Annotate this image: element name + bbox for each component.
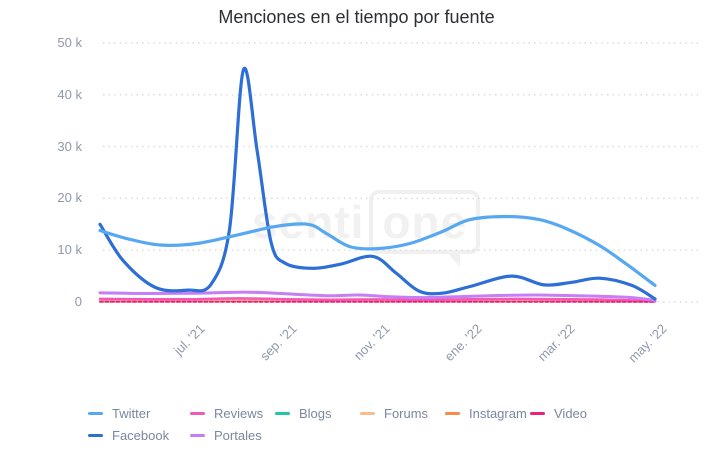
- legend-column: Instagram: [445, 406, 527, 421]
- series-line-reviews: [98, 297, 657, 303]
- legend-item-instagram[interactable]: Instagram: [445, 406, 527, 421]
- legend-column: Reviews Portales: [190, 406, 263, 443]
- page-title: Menciones en el tiempo por fuente: [218, 7, 495, 27]
- legend-color-dash-icon: [275, 412, 290, 415]
- legend-item-label: Portales: [214, 428, 262, 443]
- legend-color-dash-icon: [360, 412, 375, 415]
- legend-column: Blogs: [275, 406, 332, 421]
- series-line-facebook: [98, 66, 657, 301]
- legend-color-dash-icon: [530, 412, 545, 415]
- legend-color-dash-icon: [88, 434, 103, 437]
- legend-item-label: Forums: [384, 406, 429, 421]
- legend-item-label: Facebook: [112, 428, 170, 443]
- legend-item-facebook[interactable]: Facebook: [88, 428, 169, 443]
- series-line-twitter: [98, 214, 657, 287]
- legend-color-dash-icon: [190, 412, 205, 415]
- legend-column: Twitter Facebook: [88, 406, 169, 443]
- legend-column: Forums: [360, 406, 428, 421]
- legend-item-label: Instagram: [469, 406, 527, 421]
- legend-item-portales[interactable]: Portales: [190, 428, 263, 443]
- legend-item-label: Twitter: [112, 406, 151, 421]
- legend-color-dash-icon: [88, 412, 103, 415]
- legend-item-label: Reviews: [214, 406, 264, 421]
- legend-item-label: Video: [554, 406, 588, 421]
- watermark-bubble-tail: [445, 250, 461, 267]
- legend-item-twitter[interactable]: Twitter: [88, 406, 169, 421]
- legend-color-dash-icon: [445, 412, 460, 415]
- legend-item-blogs[interactable]: Blogs: [275, 406, 332, 421]
- legend-item-reviews[interactable]: Reviews: [190, 406, 263, 421]
- legend-column: Video: [530, 406, 587, 421]
- legend-item-video[interactable]: Video: [530, 406, 587, 421]
- legend-color-dash-icon: [190, 434, 205, 437]
- legend-item-forums[interactable]: Forums: [360, 406, 428, 421]
- series-line-portales: [98, 290, 657, 302]
- legend-item-label: Blogs: [299, 406, 332, 421]
